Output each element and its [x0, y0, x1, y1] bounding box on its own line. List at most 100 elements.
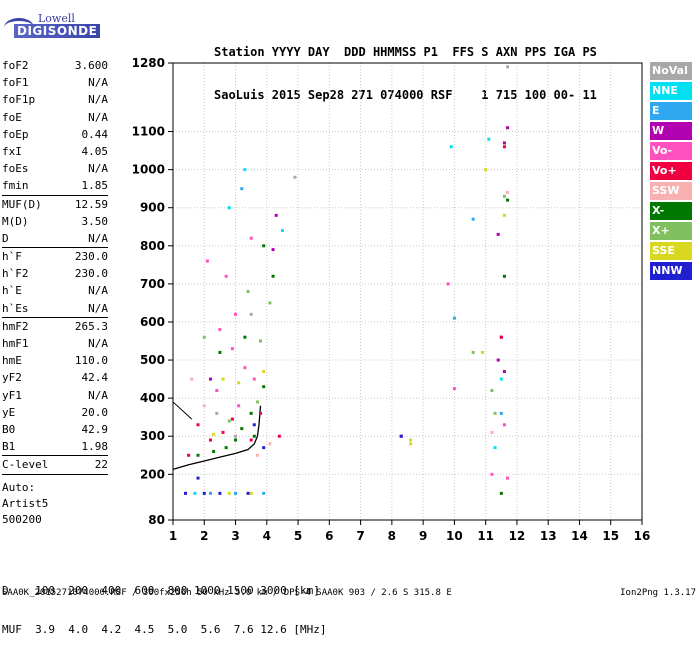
ionogram-chart: 1 2 3 4 5 6 7 8 9 10 11 12 13 14 15 1680200300400500600… [132, 56, 651, 543]
data-point [249, 438, 253, 442]
y-tick-label: 900 [140, 201, 165, 215]
x-tick-label: 6 [325, 529, 333, 543]
data-point [409, 438, 413, 442]
param-row: hmE 110.0 [2, 352, 108, 369]
param-row: yF1 N/A [2, 387, 108, 404]
param-row: foEp 0.44 [2, 126, 108, 143]
data-point [243, 366, 247, 370]
x-tick-label: 4 [263, 529, 271, 543]
x-tick-label: 10 [446, 529, 463, 543]
data-point [262, 491, 266, 495]
scaled-parameters: foF2 3.600 foF1 N/A foF1p N/A foE N/A foEp 0.44 fx… [2, 57, 108, 475]
data-point [499, 377, 503, 381]
data-point [499, 335, 503, 339]
param-name: h`F [2, 250, 22, 264]
data-point [506, 476, 510, 480]
param-row: foEs N/A [2, 160, 108, 177]
data-point [452, 387, 456, 391]
param-value: 230.0 [74, 267, 108, 281]
data-point [471, 350, 475, 354]
y-tick-label: 700 [140, 277, 165, 291]
data-point [496, 232, 500, 236]
data-point [227, 206, 231, 210]
data-point [506, 190, 510, 194]
data-point [243, 335, 247, 339]
data-point [255, 400, 259, 404]
data-point [502, 213, 506, 217]
param-value: N/A [88, 76, 108, 90]
data-point [259, 339, 263, 343]
data-point [493, 411, 497, 415]
data-point [234, 491, 238, 495]
data-point [262, 244, 266, 248]
param-name: yE [2, 405, 16, 419]
data-point [484, 168, 488, 172]
data-point [187, 453, 191, 457]
param-name: fxI [2, 144, 22, 158]
param-row: B1 1.98 [2, 438, 108, 457]
param-row: foF2 3.600 [2, 57, 108, 74]
data-point [237, 404, 241, 408]
legend-item: X- [650, 202, 692, 220]
trace-line [172, 401, 193, 420]
param-row: C-level 22 [2, 456, 108, 475]
data-point [280, 229, 284, 233]
param-value: 3.600 [74, 59, 108, 72]
data-point [218, 350, 222, 354]
param-name: foF2 [2, 59, 29, 72]
data-point [230, 347, 234, 351]
legend-item: Vo+ [650, 162, 692, 180]
header-row2: SaoLuis 2015 Sep28 271 074000 RSF 1 715 … [214, 88, 597, 102]
x-tick-label: 9 [419, 529, 427, 543]
data-point [202, 404, 206, 408]
y-tick-label: 1000 [132, 163, 165, 177]
data-point [262, 369, 266, 373]
x-tick-label: 7 [356, 529, 364, 543]
x-tick-label: 1 [169, 529, 177, 543]
data-point [196, 476, 200, 480]
param-name: fmin [2, 179, 29, 193]
param-value: 42.4 [81, 371, 109, 385]
data-point [221, 430, 225, 434]
param-name: M(D) [2, 214, 29, 228]
param-name: h`E [2, 284, 22, 298]
data-point [502, 194, 506, 198]
param-name: yF1 [2, 388, 22, 402]
data-point [249, 312, 253, 316]
legend-item: NoVal [650, 62, 692, 80]
data-point [259, 411, 263, 415]
data-point [446, 282, 450, 286]
param-row: hmF2 265.3 [2, 318, 108, 335]
data-point [499, 491, 503, 495]
param-row: B0 42.9 [2, 421, 108, 438]
data-point [234, 438, 238, 442]
data-point [490, 430, 494, 434]
data-point [249, 236, 253, 240]
logo-line2: DIGISONDE [14, 24, 101, 38]
data-point [252, 377, 256, 381]
param-value: 22 [94, 458, 108, 472]
data-point [193, 491, 197, 495]
trace-curve [172, 405, 262, 470]
param-name: yF2 [2, 371, 22, 385]
data-point [202, 491, 206, 495]
data-point [493, 446, 497, 450]
param-value: N/A [88, 301, 108, 315]
data-point [262, 446, 266, 450]
station-header: Station YYYY DAY DDD HHMMSS P1 FFS S AXN… [214, 17, 597, 116]
data-point [496, 358, 500, 362]
legend-item: NNW [650, 262, 692, 280]
data-point [240, 427, 244, 431]
data-point [209, 491, 213, 495]
y-tick-label: 600 [140, 315, 165, 329]
data-point [227, 491, 231, 495]
x-tick-label: 3 [231, 529, 239, 543]
x-tick-label: 5 [294, 529, 302, 543]
param-value: 3.50 [81, 214, 109, 228]
param-row: hmF1 N/A [2, 335, 108, 352]
data-point [215, 389, 219, 393]
param-name: hmF2 [2, 319, 29, 333]
y-tick-label: 1280 [132, 56, 165, 70]
y-tick-label: 80 [148, 513, 165, 527]
data-point [209, 438, 213, 442]
